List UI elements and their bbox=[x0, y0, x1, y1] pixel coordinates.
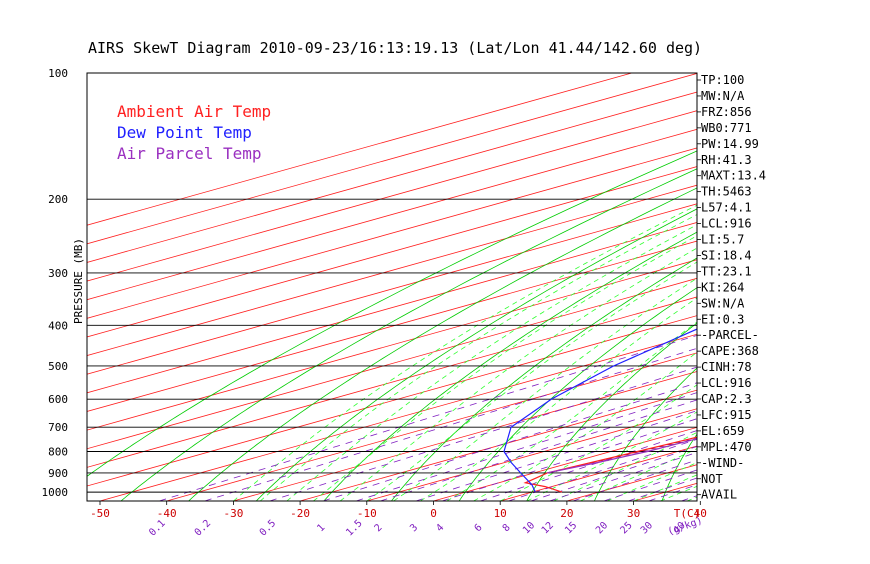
index-label: CINH:78 bbox=[701, 360, 752, 374]
pressure-tick-label: 200 bbox=[48, 193, 68, 206]
isotherm-line bbox=[500, 73, 870, 501]
legend-entry: Ambient Air Temp bbox=[117, 102, 271, 121]
mixing-ratio-label: 4 bbox=[434, 522, 446, 534]
index-label: WB0:771 bbox=[701, 121, 752, 135]
mixing-ratio-line bbox=[323, 325, 870, 501]
moist-adiabat-line bbox=[233, 199, 709, 501]
mixing-ratio-label: 3 bbox=[408, 522, 420, 534]
index-label: TH:5463 bbox=[701, 185, 752, 199]
index-label: CAPE:368 bbox=[701, 344, 759, 358]
index-label: KI:264 bbox=[701, 280, 744, 294]
mixing-ratio-label: 0.1 bbox=[147, 518, 168, 539]
index-label: TT:23.1 bbox=[701, 264, 752, 278]
mixing-ratio-label: 0.5 bbox=[258, 518, 279, 539]
pressure-tick-label: 600 bbox=[48, 393, 68, 406]
index-label: LFC:915 bbox=[701, 408, 752, 422]
mixing-ratio-label: 12 bbox=[540, 520, 556, 536]
mixing-ratio-label: 25 bbox=[618, 520, 634, 536]
pressure-tick-label: 300 bbox=[48, 267, 68, 280]
moist-adiabat-line bbox=[394, 199, 832, 501]
mixing-ratio-line bbox=[380, 325, 870, 501]
bottom-tick-label: -20 bbox=[290, 507, 310, 520]
bottom-tick-label: -10 bbox=[357, 507, 377, 520]
pressure-tick-label: 900 bbox=[48, 467, 68, 480]
mixing-ratio-label: 1 bbox=[315, 522, 327, 534]
index-label: NOT bbox=[701, 472, 723, 486]
pressure-tick-label: 500 bbox=[48, 360, 68, 373]
pressure-tick-label: 100 bbox=[48, 67, 68, 80]
mixing-ratio-label: 0.2 bbox=[193, 518, 214, 539]
dry-adiabat-line bbox=[662, 73, 870, 501]
legend-entry: Air Parcel Temp bbox=[117, 144, 262, 163]
moist-adiabat-line bbox=[287, 199, 746, 501]
mixing-ratio-label: 20 bbox=[594, 520, 610, 536]
mixing-ratio-label: 30 bbox=[639, 520, 655, 536]
isotherm-line bbox=[0, 73, 632, 501]
pressure-tick-label: 700 bbox=[48, 421, 68, 434]
dry-adiabat-line bbox=[797, 73, 870, 501]
chart-title: AIRS SkewT Diagram 2010-09-23/16:13:19.1… bbox=[88, 39, 702, 57]
isotherm-line bbox=[834, 73, 870, 501]
moist-adiabat-line bbox=[447, 199, 870, 501]
index-label: LI:5.7 bbox=[701, 233, 744, 247]
index-label: L57:4.1 bbox=[701, 201, 752, 215]
index-label: TP:100 bbox=[701, 73, 744, 87]
mixing-ratio-line bbox=[416, 325, 870, 501]
ambient-air-temp-line bbox=[525, 73, 870, 492]
moist-adiabat-line bbox=[474, 199, 870, 501]
index-label: EL:659 bbox=[701, 424, 744, 438]
index-label: LCL:916 bbox=[701, 376, 752, 390]
mixing-ratio-line bbox=[159, 325, 729, 501]
index-label: CAP:2.3 bbox=[701, 392, 752, 406]
mixing-ratio-line bbox=[480, 325, 870, 501]
index-label: -WIND- bbox=[701, 456, 744, 470]
bottom-tick-label: 20 bbox=[560, 507, 573, 520]
mixing-ratio-label: 15 bbox=[563, 520, 579, 536]
dry-adiabat-line bbox=[865, 73, 870, 501]
mixing-ratio-label: 1.5 bbox=[344, 518, 365, 539]
isotherm-line bbox=[767, 73, 870, 501]
mixing-ratio-label: 6 bbox=[473, 522, 485, 534]
bottom-tick-label: -30 bbox=[223, 507, 243, 520]
bottom-tick-label: -50 bbox=[90, 507, 110, 520]
bottom-tick-label: 10 bbox=[494, 507, 507, 520]
pressure-tick-label: 800 bbox=[48, 446, 68, 459]
pressure-tick-label: 1000 bbox=[42, 486, 69, 499]
mixing-ratio-label: 8 bbox=[501, 522, 513, 534]
index-label: PW:14.99 bbox=[701, 137, 759, 151]
index-label: -PARCEL- bbox=[701, 328, 759, 342]
isotherm-line bbox=[0, 73, 698, 501]
index-label: AVAIL bbox=[701, 488, 737, 502]
y-axis-label: PRESSURE (MB) bbox=[72, 238, 85, 324]
isotherm-line bbox=[367, 73, 870, 501]
index-label: MAXT:13.4 bbox=[701, 169, 766, 183]
index-label: MPL:470 bbox=[701, 440, 752, 454]
moist-adiabat-line bbox=[527, 199, 870, 501]
index-label: EI:0.3 bbox=[701, 312, 744, 326]
isotherm-line bbox=[434, 73, 870, 501]
dew-point-temp-line bbox=[504, 73, 870, 492]
isotherm-line bbox=[167, 73, 870, 501]
index-label: RH:41.3 bbox=[701, 153, 752, 167]
index-label: SI:18.4 bbox=[701, 248, 752, 262]
legend-entry: Dew Point Temp bbox=[117, 123, 252, 142]
bottom-tick-label: 0 bbox=[430, 507, 437, 520]
mixing-ratio-line bbox=[205, 325, 771, 501]
mixing-ratio-label: 2 bbox=[373, 522, 385, 534]
mixing-ratio-label: 10 bbox=[521, 520, 537, 536]
index-label: LCL:916 bbox=[701, 217, 752, 231]
index-label: SW:N/A bbox=[701, 296, 745, 310]
pressure-tick-label: 400 bbox=[48, 319, 68, 332]
bottom-tick-label: 30 bbox=[627, 507, 640, 520]
index-label: FRZ:856 bbox=[701, 105, 752, 119]
index-label: MW:N/A bbox=[701, 89, 745, 103]
isotherm-line bbox=[300, 73, 870, 501]
